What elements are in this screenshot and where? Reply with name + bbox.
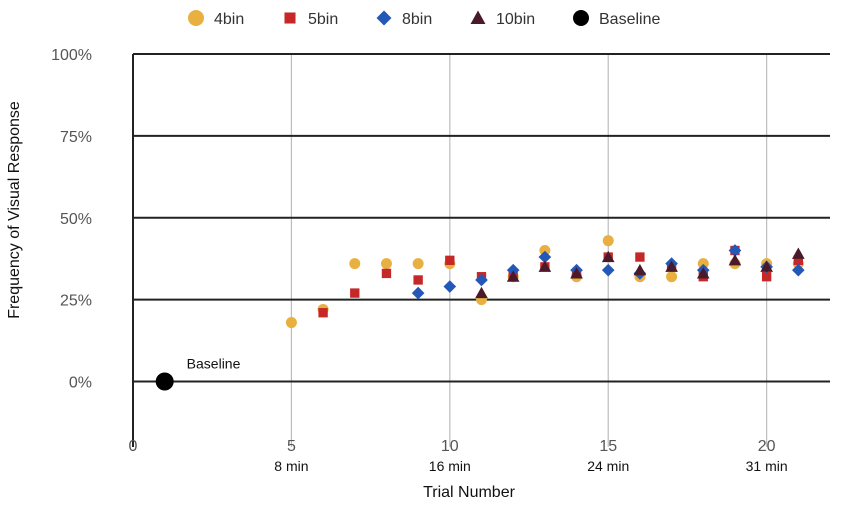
- data-point: [601, 263, 615, 277]
- x-tick-label: 15: [599, 438, 617, 455]
- data-point: [728, 254, 742, 266]
- data-point: [445, 255, 455, 265]
- data-point: [570, 267, 583, 279]
- y-tick-label: 50%: [60, 211, 92, 228]
- data-point: [349, 258, 361, 270]
- data-point: [411, 286, 425, 300]
- legend-marker: [188, 10, 204, 26]
- data-point: [413, 275, 423, 285]
- y-axis-title: Frequency of Visual Response: [6, 101, 23, 319]
- legend-marker: [284, 12, 296, 24]
- axes: 0% 25% 50% 75% 100% 0 5 10 15 20 8 min 16 min 24 min…: [51, 47, 788, 474]
- legend: 4bin 5bin 8bin 10bin Baseline: [188, 10, 660, 28]
- x-tick-label: 5: [287, 438, 296, 455]
- data-point: [791, 247, 805, 259]
- data-point: [506, 270, 520, 282]
- data-point: [793, 255, 803, 265]
- data-point: [506, 263, 520, 277]
- baseline-annotation: Baseline: [187, 356, 241, 372]
- x-time-label: 8 min: [274, 458, 308, 474]
- data-point: [412, 258, 424, 270]
- legend-item-10bin: 10bin: [470, 10, 535, 28]
- legend-label: 4bin: [214, 11, 244, 28]
- y-tick-label: 25%: [60, 293, 92, 310]
- legend-item-4bin: 4bin: [188, 10, 244, 28]
- data-point: [475, 286, 488, 299]
- data-point: [666, 271, 678, 283]
- x-time-label: 31 min: [746, 458, 788, 474]
- data-point: [380, 258, 392, 270]
- data-point: [633, 263, 647, 276]
- x-axis-title: Trial Number: [423, 484, 516, 501]
- legend-item-8bin: 8bin: [376, 10, 432, 28]
- legend-label: Baseline: [599, 11, 660, 28]
- legend-marker: [573, 10, 589, 26]
- data-point: [696, 267, 710, 279]
- series-5bin: [318, 245, 803, 318]
- x-tick-label: 10: [441, 438, 459, 455]
- legend-item-5bin: 5bin: [284, 11, 338, 28]
- data-point: [285, 317, 297, 329]
- x-tick-label: 20: [758, 438, 776, 455]
- data-point: [697, 258, 709, 270]
- legend-label: 10bin: [496, 11, 535, 28]
- annotations: Baseline: [187, 356, 241, 372]
- data-point: [350, 288, 360, 298]
- y-tick-label: 75%: [60, 129, 92, 146]
- grid: [133, 53, 830, 447]
- data-point: [635, 252, 645, 262]
- data-point: [155, 372, 174, 391]
- data-point: [728, 244, 742, 257]
- x-tick-label: 0: [129, 438, 138, 455]
- x-time-label: 16 min: [429, 458, 471, 474]
- data-point: [761, 272, 772, 282]
- x-time-label: 24 min: [587, 458, 629, 474]
- data-point: [791, 263, 805, 277]
- data-point: [538, 250, 552, 264]
- data-point: [601, 250, 615, 263]
- series-10bin: [475, 247, 805, 299]
- legend-item-baseline: Baseline: [573, 10, 660, 28]
- data-point: [318, 308, 328, 318]
- series-baseline: [155, 372, 174, 391]
- series-4bin: [285, 235, 804, 329]
- data-point: [443, 280, 457, 293]
- legend-marker: [470, 10, 486, 24]
- legend-marker: [376, 10, 392, 26]
- data-point: [760, 260, 773, 272]
- data-point: [381, 268, 392, 279]
- data-point: [539, 245, 551, 256]
- legend-label: 8bin: [402, 11, 432, 28]
- y-tick-label: 0%: [69, 375, 92, 392]
- y-tick-label: 100%: [51, 47, 92, 64]
- data-point: [475, 273, 488, 287]
- data-point: [665, 260, 678, 272]
- legend-label: 5bin: [308, 11, 338, 28]
- data-point: [538, 260, 552, 272]
- data-points: [155, 235, 805, 391]
- data-point: [602, 235, 614, 247]
